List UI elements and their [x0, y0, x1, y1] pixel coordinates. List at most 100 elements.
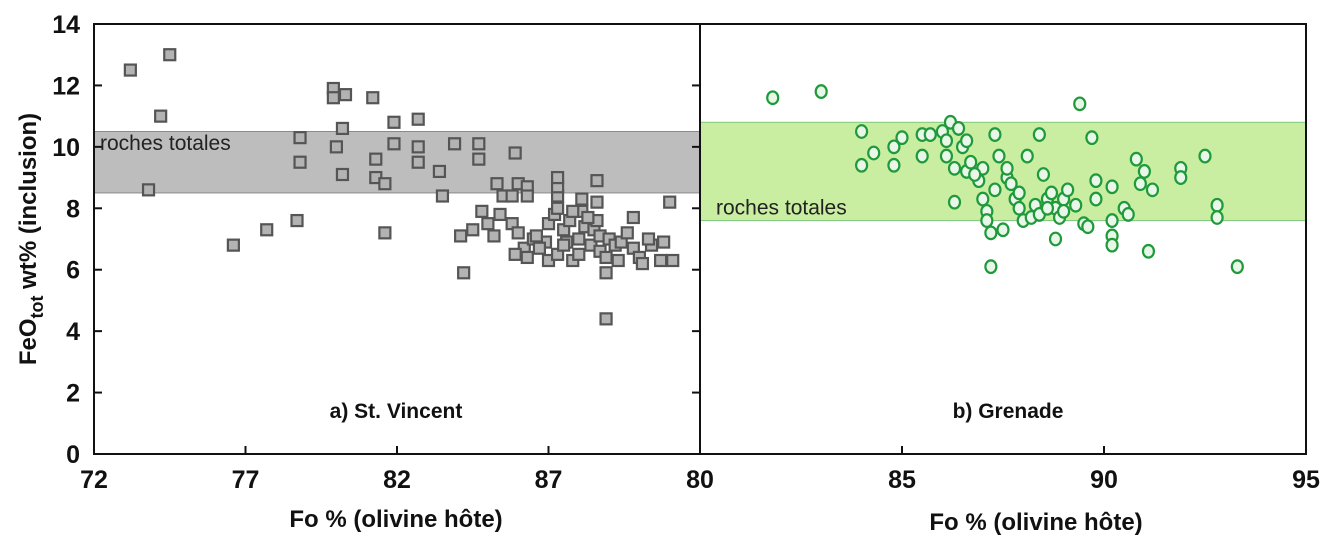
data-point — [472, 152, 486, 166]
data-point — [475, 204, 489, 218]
x-tick-label: 87 — [535, 466, 563, 494]
data-point — [895, 130, 909, 146]
data-point — [447, 137, 462, 151]
text-layer: 72 77 82 87 0 2 4 6 8 10 12 14 roches totales a) St. … — [15, 11, 1320, 536]
band-label: roches totales — [100, 132, 231, 155]
data-point — [996, 222, 1010, 238]
data-point — [590, 195, 604, 209]
data-point — [1004, 176, 1018, 192]
data-point — [1105, 213, 1119, 228]
data-point — [454, 229, 468, 243]
data-point — [520, 189, 534, 203]
data-point — [1089, 191, 1103, 207]
data-point — [1061, 182, 1075, 198]
data-point — [520, 250, 534, 265]
y-tick-label: 14 — [52, 11, 80, 39]
data-point — [854, 157, 869, 173]
data-point — [1089, 173, 1103, 189]
data-point — [1085, 130, 1099, 146]
data-point — [939, 148, 954, 164]
data-point — [887, 139, 901, 155]
data-point — [493, 207, 507, 222]
data-point — [226, 238, 240, 252]
data-point — [378, 177, 392, 191]
panel-label: a) St. Vincent — [330, 400, 463, 423]
data-point — [387, 137, 401, 151]
data-point — [366, 91, 380, 105]
data-point — [290, 213, 304, 228]
y-axis-title: FeOtot wt% (inclusion) — [15, 113, 47, 365]
data-point — [487, 229, 501, 243]
data-point — [1121, 207, 1135, 222]
x-tick-label: 90 — [1090, 466, 1118, 494]
data-point — [951, 121, 966, 136]
x-tick-label: 95 — [1292, 466, 1320, 494]
data-point — [1137, 164, 1152, 179]
data-point — [387, 115, 401, 129]
data-point — [1210, 197, 1224, 213]
y-tick-label: 10 — [52, 134, 80, 162]
data-point — [293, 131, 307, 145]
points-layer — [123, 48, 1244, 326]
data-point — [260, 223, 274, 237]
data-point — [378, 226, 392, 240]
data-point — [657, 235, 671, 249]
band-label: roches totales — [716, 196, 847, 219]
data-point — [411, 140, 425, 154]
data-point — [557, 238, 571, 252]
data-point — [1145, 182, 1160, 198]
data-point — [411, 155, 425, 169]
data-point — [867, 145, 881, 161]
data-point — [590, 174, 604, 188]
data-point — [663, 195, 677, 209]
data-point — [964, 154, 978, 170]
data-point — [411, 112, 425, 126]
data-point — [550, 201, 565, 215]
data-point — [1198, 148, 1212, 164]
data-point — [1012, 200, 1026, 216]
data-point — [572, 247, 586, 261]
data-point — [326, 91, 340, 105]
data-point — [1036, 167, 1051, 182]
data-point — [626, 210, 640, 225]
data-point — [329, 140, 343, 154]
data-point — [1174, 170, 1188, 185]
data-point — [1073, 96, 1087, 112]
y-tick-label: 8 — [66, 195, 80, 223]
y-axis-title-main: FeO — [15, 318, 42, 365]
data-point — [960, 133, 974, 149]
data-point — [923, 127, 937, 142]
data-point — [581, 210, 595, 225]
data-point — [335, 167, 350, 182]
y-axis-title-rest: wt% (inclusion) — [15, 113, 42, 296]
data-point — [1105, 179, 1119, 195]
data-point — [141, 183, 156, 197]
data-point — [915, 148, 929, 164]
data-point — [854, 124, 869, 139]
data-point — [369, 152, 383, 166]
data-point — [432, 164, 447, 179]
data-point — [529, 229, 543, 243]
data-point — [976, 191, 990, 207]
data-point — [550, 170, 565, 185]
data-point — [338, 88, 353, 102]
x-tick-label: 72 — [80, 466, 108, 494]
data-point — [666, 253, 680, 268]
y-tick-label: 4 — [66, 318, 80, 346]
data-point — [599, 312, 613, 326]
x-tick-label: 82 — [383, 466, 411, 494]
data-point — [335, 121, 350, 136]
data-point — [481, 217, 495, 231]
data-point — [1230, 259, 1244, 275]
data-point — [1012, 185, 1026, 201]
panel-label: b) Grenade — [953, 400, 1064, 423]
data-point — [505, 189, 519, 203]
data-point — [887, 157, 901, 173]
data-point — [947, 194, 962, 210]
data-point — [163, 48, 177, 62]
data-point — [984, 259, 998, 275]
data-point — [1069, 197, 1083, 213]
data-point — [435, 189, 450, 203]
data-point — [1000, 160, 1014, 176]
